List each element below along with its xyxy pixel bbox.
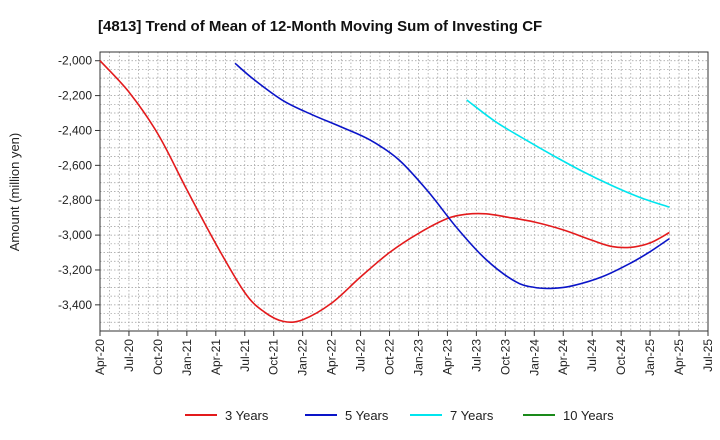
x-tick-label: Apr-20 — [93, 339, 107, 375]
legend-label-3-years: 3 Years — [225, 408, 269, 423]
y-tick-label: -2,600 — [58, 158, 92, 172]
grid — [99, 51, 709, 332]
plot-frame — [99, 51, 709, 332]
series-line-5-years — [234, 62, 670, 290]
series-line-7-years — [466, 99, 670, 208]
chart-title: [4813] Trend of Mean of 12-Month Moving … — [98, 18, 542, 35]
legend-label-10-years: 10 Years — [563, 408, 614, 423]
x-tick-label: Jul-24 — [585, 339, 599, 372]
x-tick-label: Jul-21 — [238, 339, 252, 372]
y-axis-ticks: -2,000 -2,200 -2,400 -2,600 -2,800 -3,000 -3,2… — [58, 54, 100, 312]
x-tick-label: Jul-20 — [122, 339, 136, 372]
x-tick-label: Apr-25 — [672, 339, 686, 375]
x-tick-label: Jan-22 — [296, 339, 310, 376]
x-tick-label: Jul-25 — [701, 339, 715, 372]
x-tick-label: Oct-23 — [498, 339, 512, 375]
x-tick-label: Jan-23 — [411, 339, 425, 376]
y-tick-label: -3,200 — [58, 263, 92, 277]
y-tick-label: -2,800 — [58, 193, 92, 207]
x-tick-label: Apr-24 — [556, 339, 570, 375]
x-axis-ticks: Apr-20 Jul-20 Oct-20 Jan-21 Apr-21 Jul-21 Oct-… — [93, 331, 715, 376]
legend: 3 Years 5 Years 7 Years 10 Years — [185, 408, 614, 423]
y-tick-label: -2,000 — [58, 54, 92, 68]
x-tick-label: Apr-22 — [325, 339, 339, 375]
legend-label-7-years: 7 Years — [450, 408, 494, 423]
x-tick-label: Jul-23 — [469, 339, 483, 372]
y-tick-label: -2,400 — [58, 123, 92, 137]
y-axis-label: Amount (million yen) — [7, 133, 22, 252]
x-tick-label: Oct-20 — [151, 339, 165, 375]
x-tick-label: Jan-24 — [527, 339, 541, 376]
y-tick-label: -2,200 — [58, 89, 92, 103]
x-tick-label: Jan-21 — [180, 339, 194, 376]
y-tick-label: -3,000 — [58, 228, 92, 242]
x-tick-label: Oct-22 — [383, 339, 397, 375]
y-tick-label: -3,400 — [58, 298, 92, 312]
x-tick-label: Oct-24 — [614, 339, 628, 375]
x-tick-label: Jul-22 — [354, 339, 368, 372]
legend-label-5-years: 5 Years — [345, 408, 389, 423]
x-tick-label: Jan-25 — [643, 339, 657, 376]
series-lines — [99, 60, 670, 324]
x-tick-label: Apr-23 — [440, 339, 454, 375]
series-line-3-years — [99, 60, 670, 324]
x-tick-label: Oct-21 — [267, 339, 281, 375]
x-tick-label: Apr-21 — [209, 339, 223, 375]
